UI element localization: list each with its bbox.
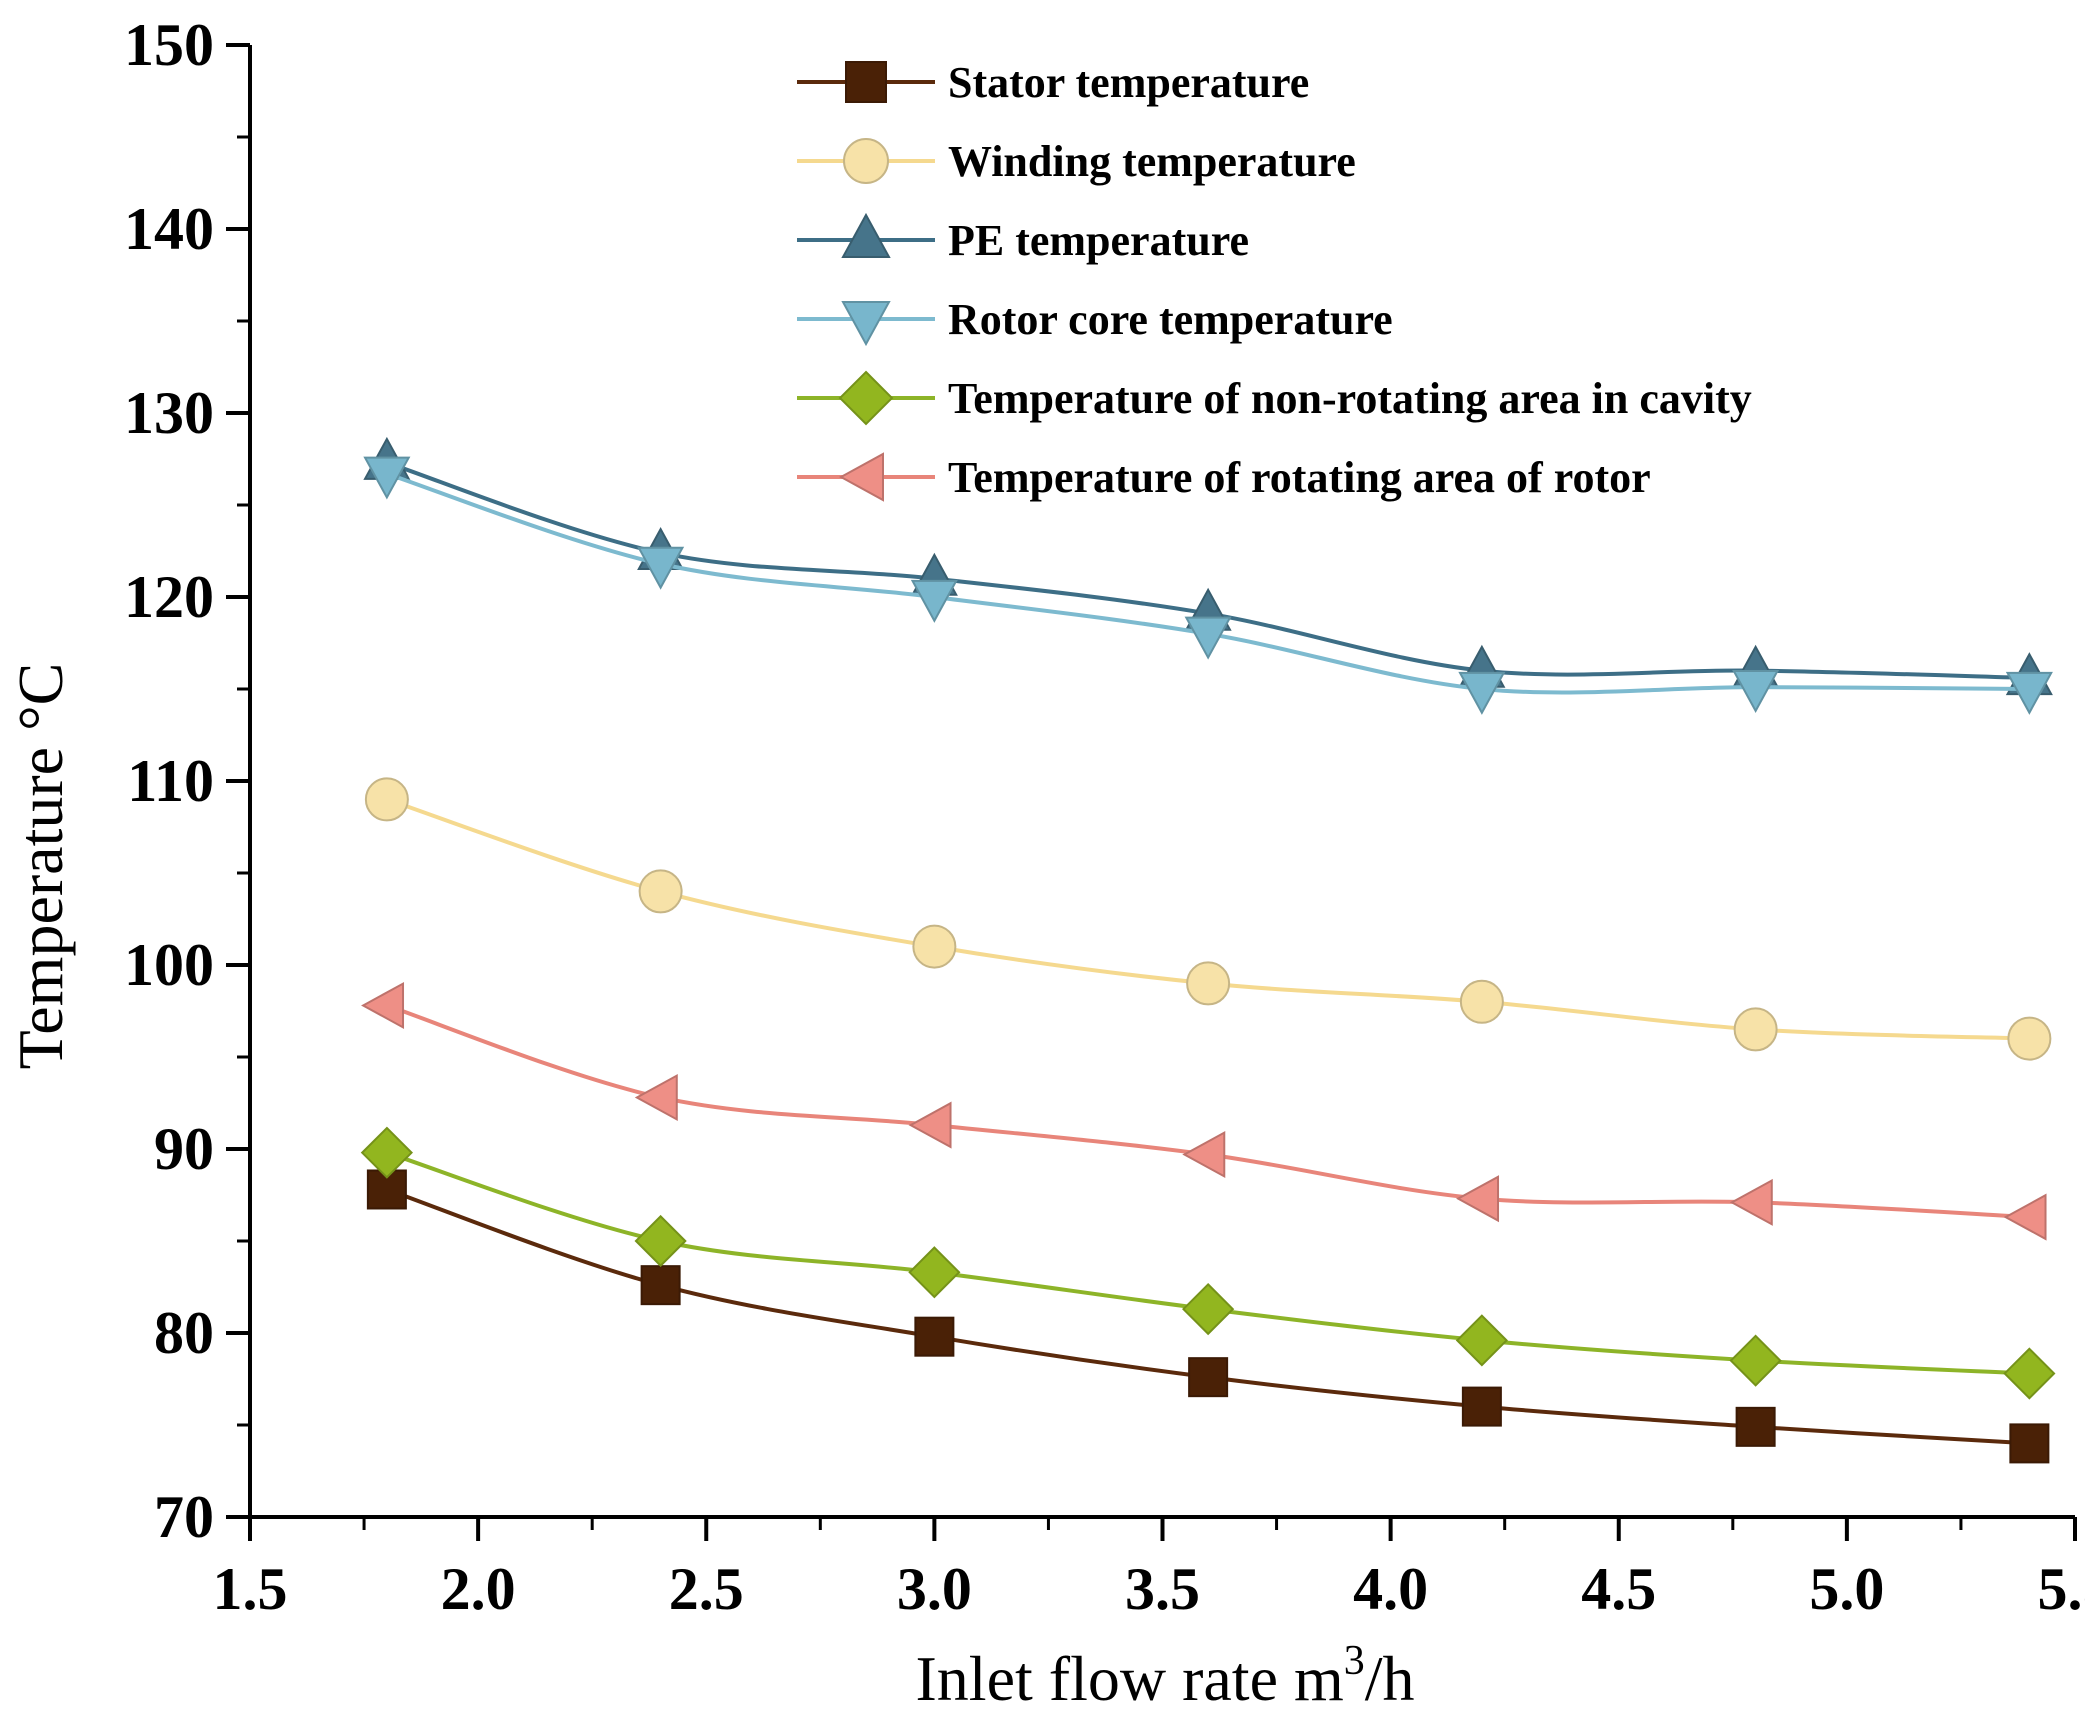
data-point <box>908 1246 961 1299</box>
x-tick-label: 3.5 <box>1125 1556 1200 1622</box>
data-point <box>640 1265 681 1306</box>
data-point <box>361 981 405 1030</box>
legend-item: Stator temperature <box>797 58 1309 107</box>
data-point <box>2005 671 2053 715</box>
y-axis-title: Temperature °C <box>5 663 76 1070</box>
data-point <box>912 924 957 969</box>
data-point <box>2003 1347 2056 1400</box>
y-tick-label: 120 <box>124 564 214 630</box>
data-point <box>364 777 409 822</box>
x-axis-title-superscript: 3 <box>1344 1638 1365 1684</box>
x-axis-title: Inlet flow rate m3/h <box>915 1638 1414 1714</box>
data-point <box>1182 1282 1235 1336</box>
legend-marker <box>838 370 894 426</box>
legend-label: PE temperature <box>948 216 1249 265</box>
y-tick-label: 150 <box>124 12 214 78</box>
data-point <box>1729 1334 1782 1387</box>
x-axis-title-tail: /h <box>1365 1643 1415 1714</box>
legend-item: PE temperature <box>797 212 1249 265</box>
x-tick-label: 1.5 <box>213 1556 288 1622</box>
legend: Stator temperature Winding temperature PE … <box>797 58 1752 502</box>
legend-item: Temperature of rotating area of rotor <box>797 452 1651 502</box>
legend-item: Temperature of non-rotating area in cavi… <box>797 370 1752 426</box>
legend-label: Stator temperature <box>948 58 1309 107</box>
data-point <box>2009 1423 2050 1464</box>
axes: 70 80 90 100 110 120 130 140 150 1.5 2.0 2.5 3.0 3.5 4… <box>124 12 2085 1622</box>
data-point <box>2003 1193 2047 1241</box>
data-point <box>363 456 411 500</box>
y-tick-label: 110 <box>127 748 214 814</box>
y-tick-label: 100 <box>124 932 214 998</box>
legend-label: Winding temperature <box>948 137 1356 186</box>
x-axis-title-main: Inlet flow rate m <box>915 1643 1343 1714</box>
data-point <box>634 1214 687 1268</box>
series-line <box>386 1003 2030 1220</box>
series-temperature-of-non-rotating-area-in-cavity <box>360 1126 2056 1400</box>
series-rotor-core-temperature <box>363 456 2053 715</box>
data-point <box>1456 1175 1500 1223</box>
y-tick-label: 140 <box>124 196 214 262</box>
legend-item: Winding temperature <box>797 137 1356 186</box>
data-point <box>914 1316 955 1357</box>
data-point <box>1182 1130 1226 1179</box>
data-point <box>910 579 958 623</box>
x-tick-label: 5.5 <box>2038 1556 2085 1622</box>
y-tick-label: 90 <box>154 1116 214 1182</box>
legend-marker <box>841 212 891 258</box>
legend-marker <box>838 452 884 502</box>
x-tick-label: 4.0 <box>1353 1556 1428 1622</box>
data-point <box>638 869 683 914</box>
series-temperature-of-rotating-area-of-rotor <box>361 981 2047 1241</box>
data-point <box>1733 1007 1778 1052</box>
data-point <box>1458 671 1506 715</box>
series-layer <box>360 436 2056 1464</box>
data-point <box>1184 616 1232 660</box>
legend-item: Rotor core temperature <box>797 295 1393 347</box>
y-tick-label: 70 <box>154 1484 214 1550</box>
legend-label: Temperature of non-rotating area in cavi… <box>948 374 1752 423</box>
legend-marker <box>843 138 889 184</box>
data-point <box>1186 961 1231 1006</box>
x-tick-label: 5.0 <box>1809 1556 1884 1622</box>
data-point <box>360 1126 413 1179</box>
data-point <box>1461 1386 1502 1427</box>
data-point <box>637 546 685 590</box>
legend-label: Rotor core temperature <box>948 295 1393 344</box>
y-tick-label: 80 <box>154 1300 214 1366</box>
series-line <box>386 471 2030 695</box>
data-point <box>1459 979 1504 1024</box>
data-point <box>1735 1406 1776 1447</box>
legend-marker <box>845 61 887 103</box>
series-line <box>386 1150 2030 1376</box>
data-point <box>1188 1357 1229 1398</box>
x-tick-label: 4.5 <box>1581 1556 1656 1622</box>
series-winding-temperature <box>364 777 2052 1061</box>
data-point <box>1455 1314 1508 1367</box>
data-point <box>634 1073 678 1122</box>
x-tick-label: 2.5 <box>669 1556 744 1622</box>
data-point <box>1732 670 1780 713</box>
x-tick-label: 2.0 <box>441 1556 516 1622</box>
y-tick-label: 130 <box>124 380 214 446</box>
x-tick-label: 3.0 <box>897 1556 972 1622</box>
legend-marker <box>841 301 891 347</box>
data-point <box>1729 1178 1773 1226</box>
data-point <box>908 1101 952 1149</box>
data-point <box>2007 1016 2052 1061</box>
legend-label: Temperature of rotating area of rotor <box>948 453 1651 502</box>
